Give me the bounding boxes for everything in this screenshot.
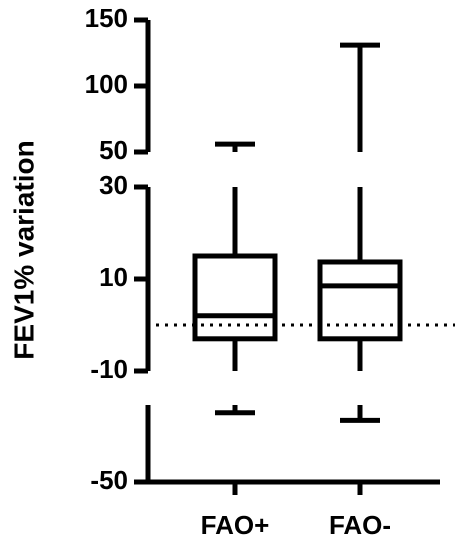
y-tick-label: -50 (90, 465, 128, 495)
y-tick-label: 10 (99, 262, 128, 292)
x-tick-label: FAO+ (201, 510, 270, 540)
y-tick-label: 50 (99, 135, 128, 165)
box (317, 259, 403, 342)
y-tick-label: 30 (99, 170, 128, 200)
x-tick-label: FAO- (329, 510, 391, 540)
y-tick-label: -10 (90, 354, 128, 384)
box (192, 253, 278, 342)
y-tick-label: 100 (85, 69, 128, 99)
y-tick-label: 150 (85, 3, 128, 33)
y-axis-label: FEV1% variation (8, 140, 39, 359)
